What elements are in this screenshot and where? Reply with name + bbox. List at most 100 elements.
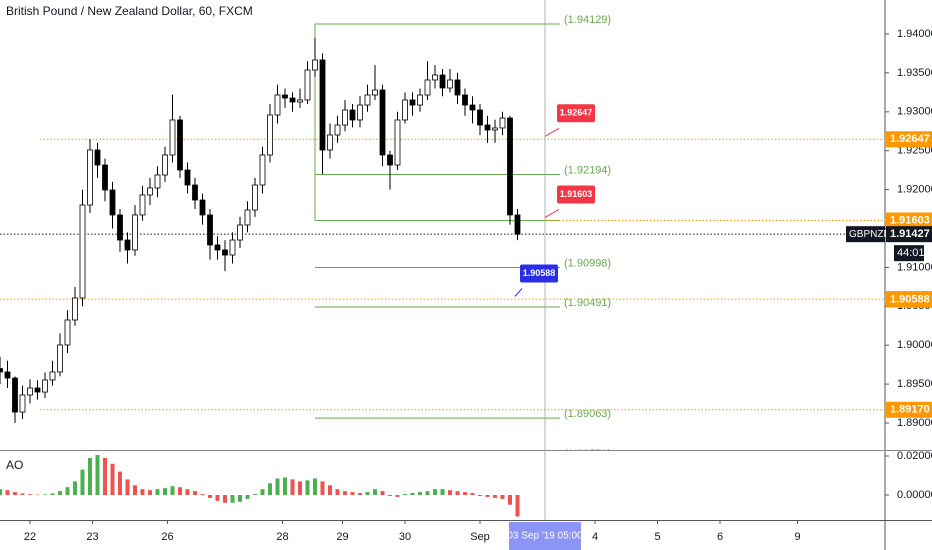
candle-body — [0, 368, 3, 373]
ao-bar — [500, 495, 505, 499]
candle-body — [342, 109, 348, 126]
ao-bar — [230, 495, 235, 503]
callout-box — [520, 264, 558, 283]
candle-body — [147, 187, 153, 196]
candle-body — [379, 89, 386, 156]
candle-body — [492, 127, 498, 131]
ao-bar — [455, 491, 460, 496]
ao-bar — [200, 494, 205, 496]
ao-bar — [343, 491, 347, 496]
price-label-box — [886, 131, 932, 148]
x-tick-label: 9 — [794, 531, 800, 543]
countdown-label: 44:01 — [897, 247, 925, 259]
ao-bar — [335, 489, 340, 496]
chart-title: British Pound / New Zealand Dollar, 60, … — [6, 4, 253, 18]
ao-bar — [328, 485, 332, 496]
fib-label: (1.90491) — [564, 297, 611, 309]
ao-bar — [410, 493, 415, 496]
ao-bar — [155, 489, 160, 496]
ao-bar — [140, 489, 145, 496]
price-label-box — [886, 401, 932, 418]
ao-bar — [433, 489, 437, 496]
last-price-box — [886, 226, 932, 243]
fib-label: (1.92194) — [564, 164, 611, 176]
candle-body — [372, 89, 378, 96]
candle-body — [319, 59, 326, 151]
ao-bar — [20, 493, 25, 496]
ao-bar — [50, 493, 55, 496]
ao-tick-label: 0.00000 — [897, 489, 932, 501]
ao-bar — [395, 495, 400, 497]
y-tick-label: 1.92000 — [897, 184, 932, 196]
candle-body — [79, 204, 86, 299]
ao-bar — [320, 481, 325, 496]
candle-body — [57, 344, 63, 373]
ao-bar — [208, 495, 212, 498]
ao-bar — [358, 493, 362, 496]
candle-body — [252, 184, 258, 211]
callout-label: 1.92647 — [560, 108, 593, 118]
callout-pointer — [544, 127, 560, 137]
symbol-label: GBPNZD — [849, 229, 891, 240]
candle-body — [12, 377, 18, 413]
ao-bar — [28, 494, 32, 496]
y-tick-label: 1.91000 — [897, 261, 932, 273]
candle-body — [394, 119, 401, 166]
ao-bar — [193, 491, 197, 496]
price-label: 1.92647 — [890, 133, 930, 145]
fib-label: (1.89063) — [564, 408, 611, 420]
candle-body — [87, 149, 93, 206]
ao-bar — [448, 490, 452, 496]
ao-bar — [515, 495, 520, 517]
candle-body — [4, 371, 11, 379]
ao-bar — [125, 479, 130, 496]
candle-body — [507, 117, 513, 216]
candle-body — [117, 214, 123, 241]
candle-body — [162, 154, 168, 176]
candle-body — [154, 174, 161, 189]
ao-bar — [0, 489, 2, 496]
fib-label: (1.88551) — [564, 448, 611, 460]
candle-body — [409, 99, 416, 106]
x-tick-label: Sep — [470, 531, 490, 543]
candle-body — [274, 94, 281, 116]
x-tick-label: 22 — [24, 531, 36, 543]
y-tick-label: 1.89000 — [897, 417, 932, 429]
last-price-label: 1.91427 — [890, 228, 930, 240]
x-tick-label: 5 — [654, 531, 660, 543]
candle-body — [169, 119, 176, 156]
candle-body — [514, 214, 521, 235]
candle-body — [297, 99, 303, 103]
candle-body — [282, 94, 288, 99]
candle-body — [34, 387, 41, 393]
ao-bar — [478, 495, 482, 496]
crosshair-label: 03 Sep '19 05:00 — [507, 531, 583, 542]
candle-body — [364, 94, 371, 106]
ao-bar — [118, 471, 122, 496]
ao-bar — [313, 478, 317, 496]
candle-body — [222, 249, 228, 256]
candle-body — [229, 239, 236, 256]
ao-bar — [178, 487, 182, 496]
ao-bar — [88, 457, 92, 496]
fib-label: (1.94129) — [564, 14, 611, 26]
countdown-box — [894, 245, 924, 262]
ao-bar — [470, 493, 475, 496]
ao-bar — [403, 494, 407, 496]
candle-body — [439, 74, 446, 89]
ao-bar — [5, 490, 10, 496]
candle-body — [462, 94, 468, 106]
candle-body — [477, 109, 483, 126]
x-tick-label: 28 — [276, 531, 288, 543]
candle-body — [469, 104, 476, 111]
y-tick-label: 1.89500 — [897, 378, 932, 390]
candle-body — [349, 109, 356, 121]
callout-label: 1.90588 — [523, 268, 556, 278]
price-label-box — [886, 212, 932, 229]
candle-body — [124, 239, 131, 251]
price-label-box — [886, 291, 932, 308]
ao-bar — [290, 479, 295, 496]
